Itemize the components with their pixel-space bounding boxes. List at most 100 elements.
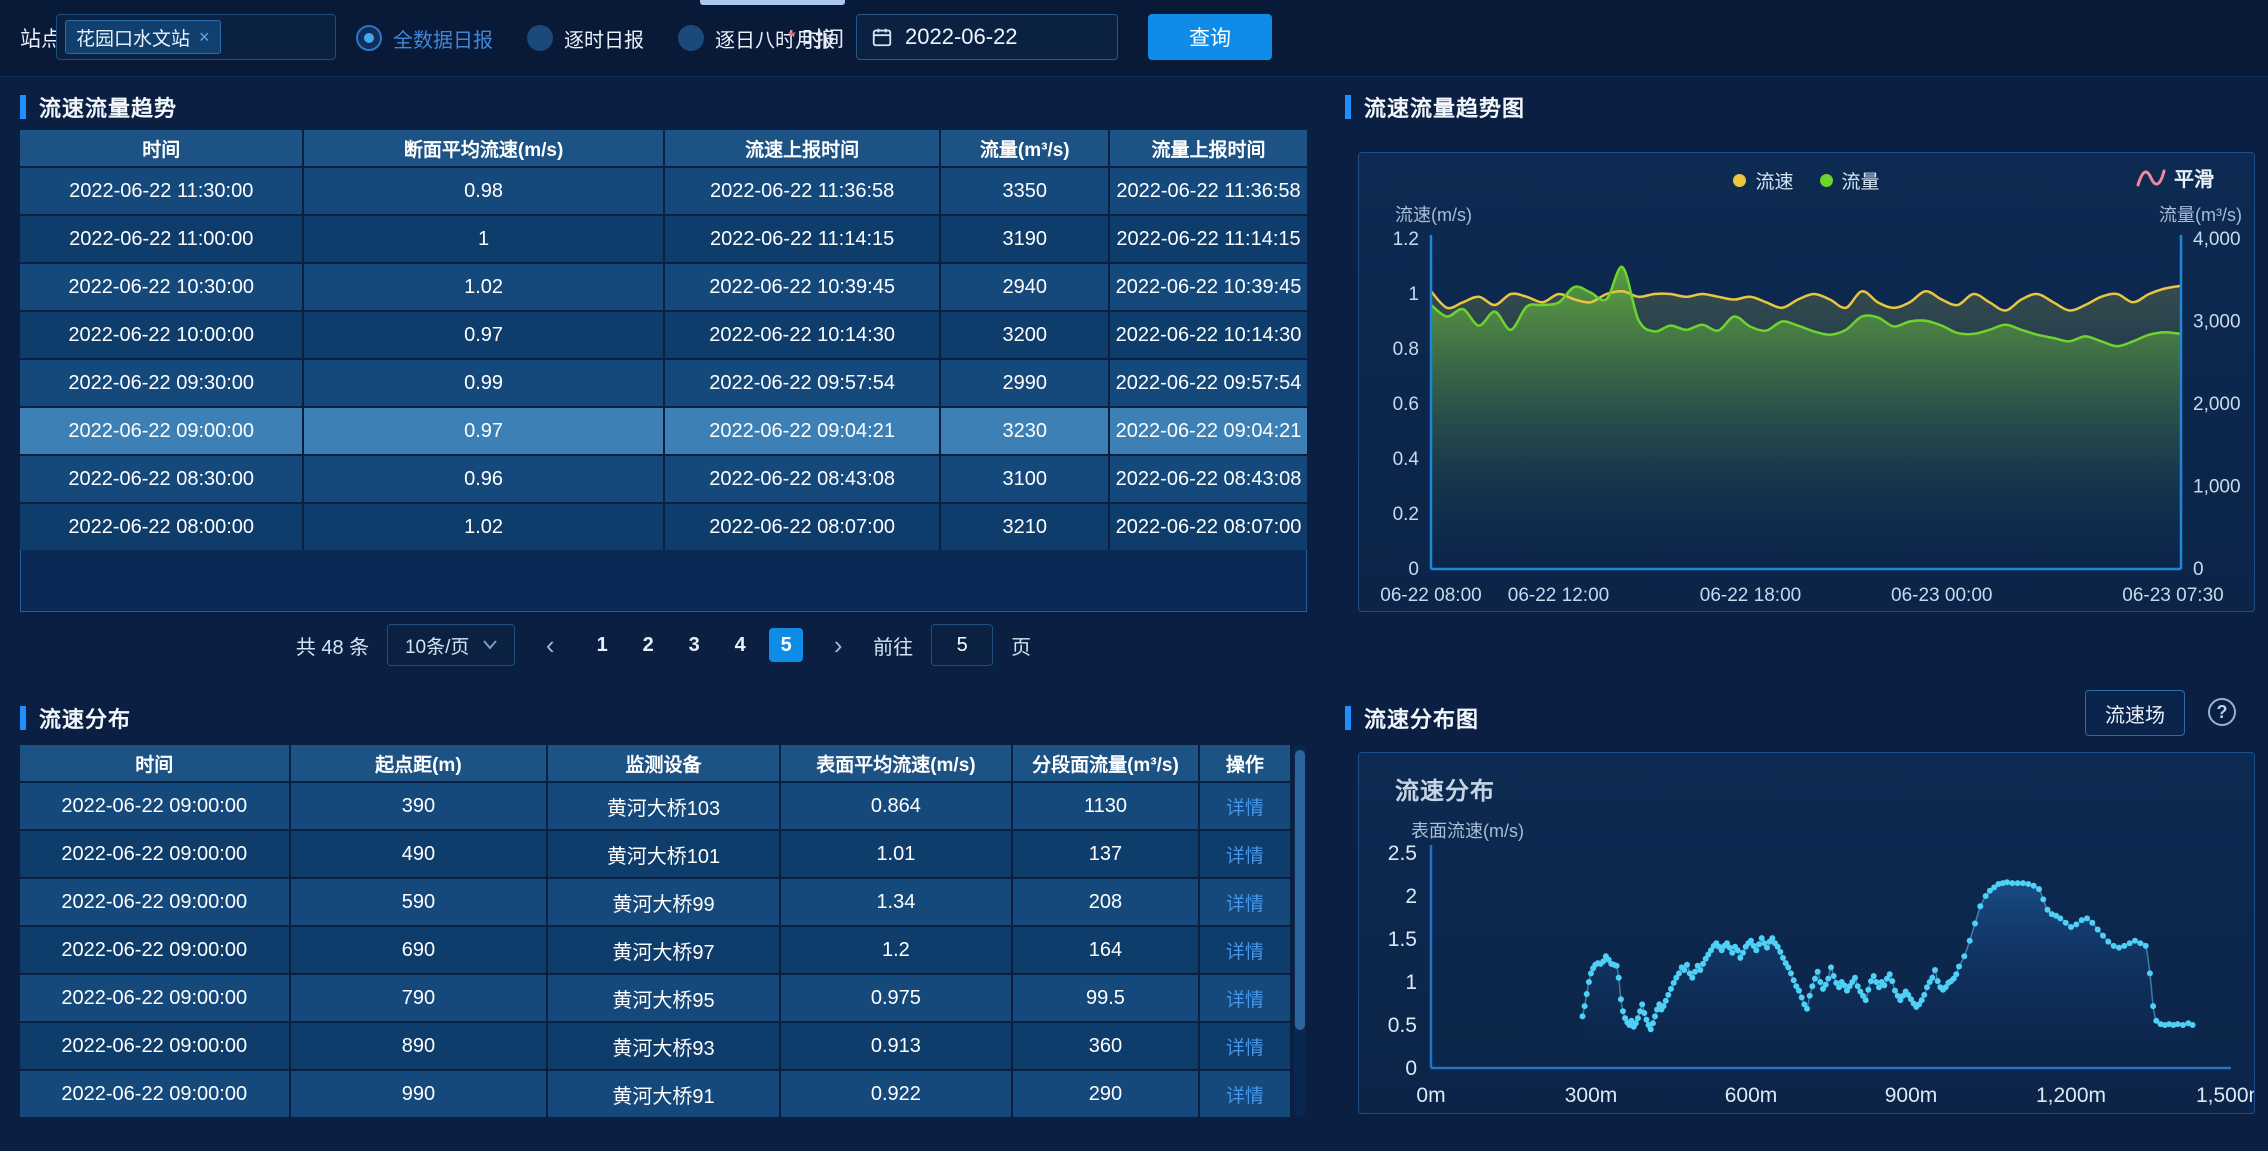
chevron-down-icon <box>483 640 498 650</box>
station-tag[interactable]: 花园口水文站 × <box>65 20 221 54</box>
scrollbar-thumb[interactable] <box>1295 750 1305 1030</box>
svg-text:1,500m: 1,500m <box>2196 1084 2254 1107</box>
svg-text:0.4: 0.4 <box>1393 449 1420 470</box>
table-row[interactable]: 2022-06-22 09:00:00 690 黄河大桥97 1.2 164 详情 <box>20 927 1290 975</box>
table-row[interactable]: 2022-06-22 11:30:00 0.98 2022-06-22 11:36:… <box>20 168 1307 216</box>
table-cell: 2022-06-22 09:00:00 <box>20 408 305 454</box>
left-axis-unit-label: 流速(m/s) <box>1395 205 1472 225</box>
table-row[interactable]: 2022-06-22 09:30:00 0.99 2022-06-22 09:57:… <box>20 360 1307 408</box>
detail-link[interactable]: 详情 <box>1225 941 1264 963</box>
table-cell: 2022-06-22 08:07:00 <box>665 504 942 550</box>
table-row[interactable]: 2022-06-22 10:00:00 0.97 2022-06-22 10:14:… <box>20 312 1307 360</box>
prev-page-button[interactable]: ‹ <box>545 629 555 660</box>
table-cell: 1.02 <box>304 264 665 310</box>
trend-chart: 流速 流量 平滑 流速(m/s) 流量(m³/s) 0 0.2 0.4 0.6 0.8 1 1… <box>1358 152 2255 612</box>
query-button[interactable]: 查询 <box>1148 14 1272 60</box>
table-row[interactable]: 2022-06-22 09:00:00 0.97 2022-06-22 09:04:… <box>20 408 1307 456</box>
table-cell: 黄河大桥103 <box>548 783 781 829</box>
dist-chart-panel-title: 流速分布图 <box>1345 703 1479 733</box>
table-cell: 2022-06-22 09:00:00 <box>20 1071 291 1117</box>
page-number-5[interactable]: 5 <box>769 628 804 662</box>
table-row[interactable]: 2022-06-22 09:00:00 490 黄河大桥101 1.01 137 详情 <box>20 831 1290 879</box>
table-cell-action: 详情 <box>1200 831 1290 877</box>
table-cell: 0.922 <box>781 1071 1014 1117</box>
page-size-select[interactable]: 10条/页 <box>387 624 516 666</box>
table-row[interactable]: 2022-06-22 11:00:00 1 2022-06-22 11:14:15 3… <box>20 216 1307 264</box>
table-cell: 2990 <box>941 360 1111 406</box>
table-cell: 2940 <box>941 264 1111 310</box>
table-cell: 0.913 <box>781 1023 1014 1069</box>
table-cell: 2022-06-22 09:00:00 <box>20 1023 291 1069</box>
report-radio-2[interactable]: 逐日八时月报 <box>678 24 835 53</box>
radio-icon[interactable] <box>527 25 553 51</box>
table-row[interactable]: 2022-06-22 09:00:00 990 黄河大桥91 0.922 290 详情 <box>20 1071 1290 1119</box>
svg-text:4,000: 4,000 <box>2193 229 2241 250</box>
column-header: 操作 <box>1225 754 1264 776</box>
column-header: 表面平均流速(m/s) <box>781 745 1014 781</box>
report-radio-1[interactable]: 逐时日报 <box>527 24 644 53</box>
table-cell: 3200 <box>941 312 1111 358</box>
svg-text:06-22 12:00: 06-22 12:00 <box>1508 585 1609 606</box>
table-cell: 2022-06-22 10:39:45 <box>1115 275 1302 298</box>
svg-text:2: 2 <box>1405 885 1417 908</box>
table-row[interactable]: 2022-06-22 08:00:00 1.02 2022-06-22 08:07:… <box>20 504 1307 552</box>
radio-icon[interactable] <box>678 25 704 51</box>
svg-text:0.5: 0.5 <box>1388 1014 1417 1037</box>
page-number-1[interactable]: 1 <box>596 633 608 656</box>
page-number-3[interactable]: 3 <box>688 633 700 656</box>
detail-link[interactable]: 详情 <box>1225 1037 1264 1059</box>
page-size-value: 10条/页 <box>404 636 470 658</box>
trend-table-empty-area <box>20 550 1307 612</box>
table-row[interactable]: 2022-06-22 10:30:00 1.02 2022-06-22 10:39:… <box>20 264 1307 312</box>
detail-link[interactable]: 详情 <box>1225 797 1264 819</box>
date-input[interactable]: 2022-06-22 <box>856 14 1118 60</box>
table-cell: 3100 <box>941 456 1111 502</box>
calendar-icon <box>872 28 892 47</box>
required-mark: * <box>788 26 796 49</box>
radio-selected-icon[interactable] <box>356 25 382 51</box>
legend-item-流速[interactable]: 流速 <box>1733 167 1794 194</box>
detail-link[interactable]: 详情 <box>1225 989 1264 1011</box>
detail-link[interactable]: 详情 <box>1225 893 1264 915</box>
table-cell-action: 详情 <box>1200 975 1290 1021</box>
page-number-4[interactable]: 4 <box>734 633 746 656</box>
table-row[interactable]: 2022-06-22 09:00:00 790 黄河大桥95 0.975 99.5 详情 <box>20 975 1290 1023</box>
station-select[interactable]: 花园口水文站 × <box>56 14 336 60</box>
tag-close-icon[interactable]: × <box>199 26 210 47</box>
dist-chart: 流速分布 表面流速(m/s) 0 0.5 1 1.5 2 2.5 0m 300m 600m 900… <box>1358 752 2255 1114</box>
column-header: 时间 <box>20 745 291 781</box>
table-cell-action: 详情 <box>1200 879 1290 925</box>
svg-text:0: 0 <box>2193 559 2204 580</box>
table-cell-action: 详情 <box>1200 783 1290 829</box>
table-row[interactable]: 2022-06-22 08:30:00 0.96 2022-06-22 08:43:… <box>20 456 1307 504</box>
svg-text:06-22 18:00: 06-22 18:00 <box>1700 585 1801 606</box>
panel-title: 流速分布图 <box>1364 707 1480 732</box>
velocity-field-button[interactable]: 流速场 <box>2085 690 2185 736</box>
station-tag-text: 花园口水文站 <box>76 28 191 50</box>
help-icon[interactable]: ? <box>2208 698 2236 726</box>
goto-page-input[interactable]: 5 <box>931 624 994 666</box>
table-cell: 208 <box>1013 879 1200 925</box>
table-row[interactable]: 2022-06-22 09:00:00 890 黄河大桥93 0.913 360 详情 <box>20 1023 1290 1071</box>
dist-table-scrollbar[interactable] <box>1294 745 1306 1117</box>
dist-table: 时间 起点距(m) 监测设备 表面平均流速(m/s) 分段面流量(m³/s) 操作 2022… <box>20 745 1290 1119</box>
smooth-toggle[interactable]: 平滑 <box>2136 163 2214 192</box>
table-row[interactable]: 2022-06-22 09:00:00 390 黄河大桥103 0.864 1130 详情 <box>20 783 1290 831</box>
column-header: 监测设备 <box>548 745 781 781</box>
next-page-button[interactable]: › <box>833 629 843 660</box>
page-number-2[interactable]: 2 <box>642 633 654 656</box>
top-strip-decoration <box>700 0 845 5</box>
table-cell: 137 <box>1013 831 1200 877</box>
report-radio-0[interactable]: 全数据日报 <box>356 24 493 53</box>
table-row[interactable]: 2022-06-22 09:00:00 590 黄河大桥99 1.34 208 详情 <box>20 879 1290 927</box>
legend-item-流量[interactable]: 流量 <box>1819 167 1880 194</box>
detail-link[interactable]: 详情 <box>1225 1085 1264 1107</box>
table-cell: 990 <box>291 1071 549 1117</box>
detail-link[interactable]: 详情 <box>1225 845 1264 867</box>
table-cell: 0.98 <box>304 168 665 214</box>
table-cell: 3350 <box>941 168 1111 214</box>
table-cell: 3210 <box>941 504 1111 550</box>
svg-text:1,000: 1,000 <box>2193 477 2241 498</box>
table-cell-action: 详情 <box>1200 927 1290 973</box>
